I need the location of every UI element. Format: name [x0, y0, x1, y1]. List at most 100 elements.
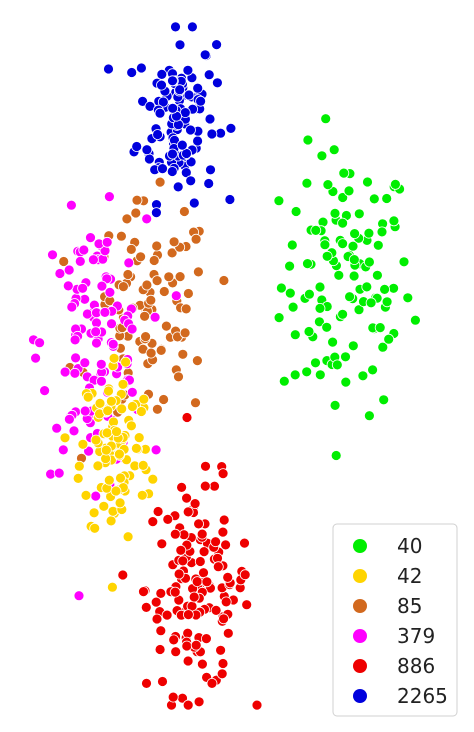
scatter-point-85	[131, 194, 143, 206]
scatter-point-85	[151, 275, 163, 287]
scatter-point-886	[182, 655, 194, 667]
scatter-point-379	[82, 308, 93, 320]
legend-label: 886	[397, 654, 435, 678]
scatter-point-40	[374, 322, 386, 334]
scatter-point-2265	[205, 164, 216, 176]
scatter-point-379	[66, 301, 78, 313]
scatter-point-2265	[211, 39, 223, 50]
scatter-point-2265	[137, 96, 149, 107]
scatter-point-886	[210, 536, 222, 548]
scatter-point-85	[191, 355, 203, 367]
scatter-point-40	[302, 134, 314, 146]
scatter-point-85	[166, 247, 178, 259]
scatter-point-40	[313, 316, 325, 328]
scatter-point-2265	[126, 67, 138, 78]
scatter-point-40	[409, 314, 421, 326]
scatter-point-40	[337, 308, 349, 320]
scatter-point-886	[154, 644, 166, 655]
scatter-point-42	[115, 472, 126, 484]
scatter-point-40	[303, 288, 315, 300]
scatter-point-85	[160, 320, 172, 332]
scatter-point-40	[333, 269, 345, 281]
legend-label: 40	[397, 534, 422, 558]
legend-marker	[353, 689, 367, 703]
scatter-point-2265	[103, 63, 114, 75]
scatter-point-379	[149, 311, 161, 323]
scatter-point-2265	[154, 107, 166, 119]
scatter-point-379	[170, 290, 182, 302]
scatter-point-40	[363, 256, 375, 268]
scatter-point-2265	[195, 95, 207, 107]
scatter-point-2265	[150, 207, 162, 219]
scatter-point-886	[210, 605, 222, 616]
scatter-point-2265	[211, 77, 223, 89]
scatter-point-85	[121, 213, 133, 225]
scatter-point-42	[110, 485, 122, 497]
scatter-point-40	[402, 292, 414, 304]
scatter-point-886	[181, 640, 193, 652]
scatter-point-2265	[186, 21, 198, 33]
scatter-point-886	[199, 480, 211, 492]
scatter-point-40	[367, 364, 379, 376]
scatter-point-2265	[181, 148, 192, 159]
scatter-point-40	[314, 369, 326, 381]
scatter-point-886	[194, 556, 206, 567]
scatter-point-886	[168, 634, 180, 646]
scatter-point-379	[51, 422, 63, 434]
scatter-point-85	[179, 327, 191, 339]
scatter-point-379	[59, 366, 71, 378]
scatter-point-40	[320, 113, 332, 125]
scatter-point-42	[137, 459, 149, 471]
scatter-point-40	[284, 260, 296, 272]
scatter-point-40	[361, 281, 373, 293]
legend-label: 2265	[397, 684, 448, 708]
scatter-point-886	[177, 555, 189, 567]
scatter-point-40	[319, 239, 331, 251]
scatter-point-379	[101, 236, 113, 248]
points-layer	[28, 21, 421, 711]
scatter-point-2265	[166, 166, 178, 177]
scatter-point-42	[147, 473, 159, 485]
scatter-point-85	[154, 176, 166, 188]
scatter-point-85	[192, 266, 204, 278]
scatter-point-42	[111, 426, 122, 438]
scatter-point-40	[389, 178, 401, 190]
scatter-point-42	[94, 397, 106, 409]
scatter-point-379	[91, 337, 102, 349]
scatter-point-42	[114, 448, 125, 460]
scatter-point-379	[54, 268, 66, 279]
scatter-point-886	[141, 678, 152, 689]
scatter-point-40	[289, 369, 301, 381]
scatter-point-2265	[156, 69, 168, 80]
scatter-point-85	[174, 271, 186, 283]
scatter-point-379	[107, 338, 119, 350]
scatter-point-379	[63, 264, 75, 276]
scatter-point-40	[321, 321, 333, 333]
scatter-point-40	[379, 283, 391, 295]
scatter-point-886	[217, 468, 229, 480]
legend-entry: 42	[353, 564, 422, 588]
scatter-point-886	[155, 588, 167, 599]
scatter-point-379	[85, 232, 96, 244]
scatter-point-886	[155, 625, 167, 637]
scatter-point-40	[302, 258, 313, 270]
scatter-point-886	[196, 658, 208, 670]
scatter-point-42	[98, 500, 110, 512]
scatter-point-42	[102, 405, 114, 417]
scatter-point-886	[216, 668, 228, 680]
scatter-point-85	[116, 230, 127, 242]
scatter-point-886	[170, 646, 182, 658]
scatter-point-40	[347, 340, 359, 352]
legend-label: 379	[397, 624, 435, 648]
scatter-point-379	[69, 367, 81, 379]
scatter-point-886	[215, 644, 227, 656]
scatter-point-85	[155, 344, 167, 356]
scatter-point-886	[176, 481, 188, 493]
scatter-point-85	[135, 251, 147, 263]
scatter-point-40	[340, 376, 352, 388]
scatter-point-379	[104, 286, 116, 298]
scatter-point-886	[138, 586, 149, 597]
scatter-point-42	[59, 432, 71, 444]
scatter-point-2265	[152, 129, 164, 140]
